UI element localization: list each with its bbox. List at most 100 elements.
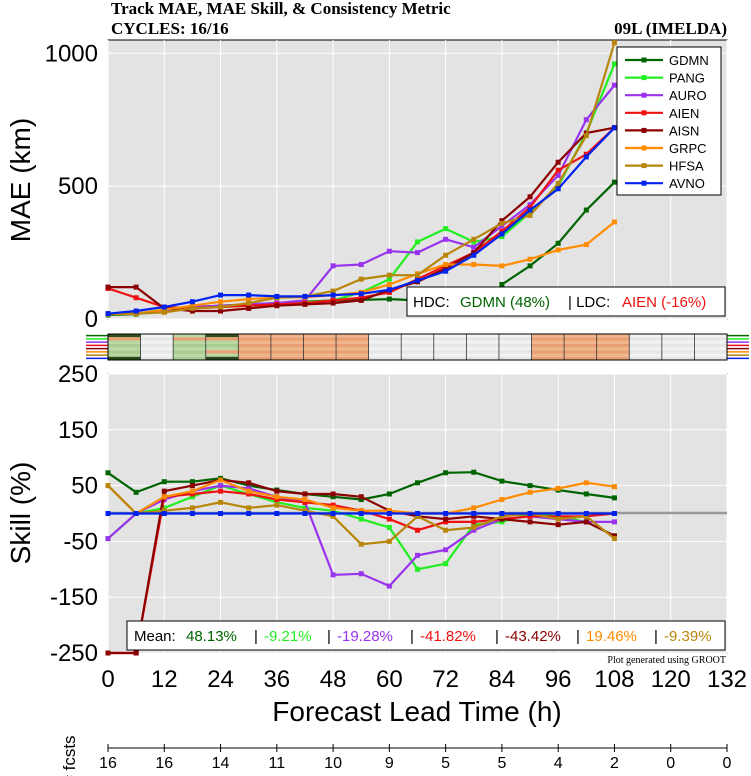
consistency-cell bbox=[564, 347, 597, 351]
data-point-grpc bbox=[386, 508, 392, 514]
consistency-cell bbox=[238, 337, 271, 341]
data-point-avno bbox=[386, 511, 392, 516]
mean-separator: | bbox=[576, 628, 580, 645]
mean-annotation: Mean: 48.13% | -9.21% | -19.28% | -41.82% | -43.4… bbox=[126, 620, 726, 651]
consistency-cell bbox=[140, 350, 174, 354]
data-point-aien bbox=[415, 527, 420, 533]
consistency-cell bbox=[401, 353, 434, 357]
data-point-grpc bbox=[246, 488, 252, 494]
data-point-hfsa bbox=[611, 40, 617, 46]
data-point-gdmn bbox=[358, 497, 364, 503]
data-point-grpc bbox=[527, 489, 533, 495]
consistency-cell bbox=[531, 334, 565, 338]
data-point-aisn bbox=[443, 266, 449, 272]
data-point-aien bbox=[302, 499, 308, 505]
data-point-hfsa bbox=[358, 276, 364, 282]
consistency-cell bbox=[433, 343, 467, 347]
data-point-auro bbox=[358, 262, 364, 268]
cycles-label: CYCLES: 16/16 bbox=[111, 19, 229, 38]
consistency-cell bbox=[531, 350, 565, 354]
consistency-cell bbox=[498, 350, 532, 354]
consistency-cell bbox=[336, 340, 369, 344]
consistency-cell bbox=[498, 343, 532, 347]
consistency-cell bbox=[661, 356, 695, 360]
consistency-cell bbox=[401, 343, 434, 347]
consistency-cell bbox=[368, 356, 402, 360]
data-point-avno bbox=[218, 292, 224, 298]
skill-ylabel: Skill (%) bbox=[5, 462, 36, 565]
data-point-aien bbox=[471, 519, 477, 525]
consistency-cell bbox=[108, 334, 141, 338]
data-point-hfsa bbox=[471, 236, 477, 242]
data-point-avno bbox=[415, 511, 420, 516]
data-point-hfsa bbox=[330, 513, 336, 519]
fcsts-count: 2 bbox=[610, 755, 619, 772]
data-point-pang bbox=[274, 499, 280, 505]
consistency-cell bbox=[629, 334, 662, 338]
svg-text:Mean:48.13%|-9.21%|-19.28%|-41: Mean: 48.13% | -9.21% | -19.28% | -41.82% | -43.4… bbox=[134, 628, 712, 645]
x-tick-label: 96 bbox=[545, 666, 572, 693]
data-point-grpc bbox=[161, 494, 167, 500]
mean-value-pang: -9.21% bbox=[264, 628, 312, 645]
data-point-aien bbox=[386, 289, 392, 295]
consistency-cell bbox=[433, 340, 467, 344]
data-point-aisn bbox=[105, 284, 111, 290]
chart-title: Track MAE, MAE Skill, & Consistency Metr… bbox=[111, 0, 451, 18]
legend-marker bbox=[641, 57, 647, 63]
x-tick-label: 120 bbox=[651, 666, 691, 693]
ldc-label: | LDC: bbox=[568, 294, 610, 311]
consistency-cell bbox=[238, 356, 271, 360]
consistency-cell bbox=[401, 334, 434, 338]
data-point-aisn bbox=[161, 488, 167, 494]
consistency-cell bbox=[466, 340, 499, 344]
legend-marker bbox=[641, 145, 647, 151]
data-point-aisn bbox=[274, 488, 280, 494]
data-point-aien bbox=[330, 297, 336, 303]
legend-entry-auro: AURO bbox=[669, 88, 707, 103]
x-tick-label: 24 bbox=[207, 666, 234, 693]
x-tick-label: 60 bbox=[376, 666, 403, 693]
consistency-cell bbox=[433, 350, 467, 354]
data-point-grpc bbox=[583, 480, 589, 486]
consistency-cell bbox=[694, 340, 727, 344]
data-point-hfsa bbox=[302, 508, 308, 514]
consistency-cell bbox=[303, 343, 337, 347]
mean-separator: | bbox=[327, 628, 331, 645]
consistency-cell bbox=[401, 347, 434, 351]
data-point-gdmn bbox=[471, 469, 477, 475]
consistency-cell bbox=[661, 347, 695, 351]
mean-value-gdmn: 48.13% bbox=[186, 628, 237, 645]
consistency-cell bbox=[140, 343, 174, 347]
data-point-auro bbox=[105, 536, 111, 542]
data-point-grpc bbox=[583, 242, 589, 248]
consistency-cell bbox=[661, 343, 695, 347]
data-point-hfsa bbox=[415, 513, 420, 519]
hdc-ldc-annotation: HDC: GDMN (48%) | LDC: AIEN (-16%) bbox=[406, 286, 726, 317]
consistency-cell bbox=[303, 337, 337, 341]
consistency-cell bbox=[173, 347, 206, 351]
data-point-avno bbox=[246, 511, 252, 516]
data-point-avno bbox=[555, 186, 561, 192]
data-point-avno bbox=[583, 511, 589, 516]
x-tick-label: 12 bbox=[151, 666, 178, 693]
consistency-cell bbox=[531, 353, 565, 357]
x-tick-label: 132 bbox=[707, 666, 747, 693]
consistency-cell bbox=[303, 356, 337, 360]
consistency-cell bbox=[205, 350, 239, 354]
data-point-auro bbox=[358, 571, 364, 577]
data-point-grpc bbox=[274, 494, 280, 500]
data-point-hfsa bbox=[133, 311, 139, 317]
data-point-grpc bbox=[189, 488, 195, 494]
consistency-cell bbox=[108, 353, 141, 357]
mean-label: Mean: bbox=[134, 628, 176, 645]
consistency-cell bbox=[368, 340, 402, 344]
data-point-auro bbox=[527, 202, 533, 208]
data-point-pang bbox=[499, 519, 505, 525]
mae-ylabel: MAE (km) bbox=[5, 118, 36, 242]
consistency-cell bbox=[303, 334, 337, 338]
data-point-gdmn bbox=[330, 494, 336, 500]
data-point-avno bbox=[218, 511, 224, 516]
consistency-cell bbox=[498, 340, 532, 344]
consistency-cell bbox=[401, 356, 434, 360]
